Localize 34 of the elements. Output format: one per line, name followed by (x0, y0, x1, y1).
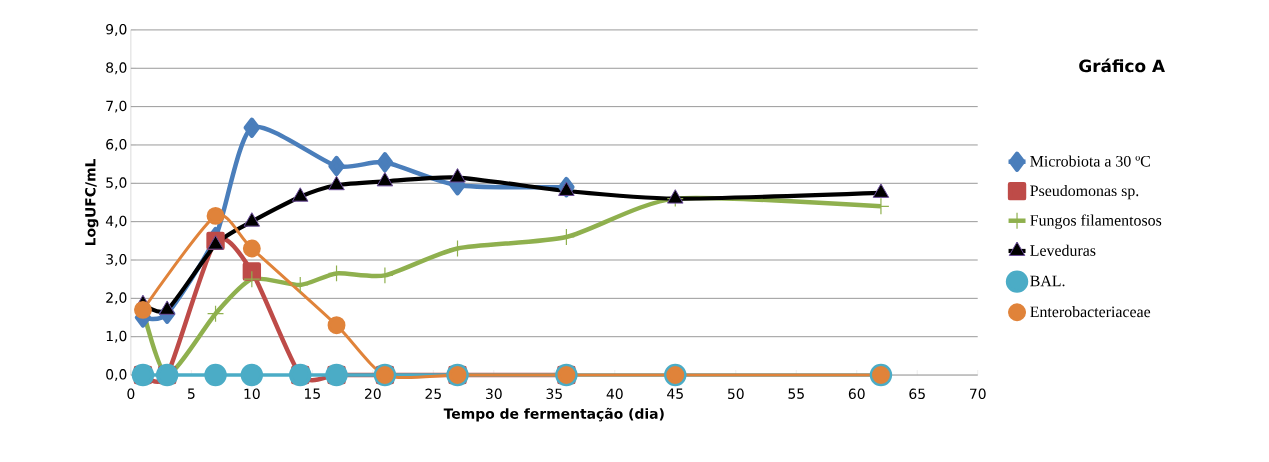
x-tick-label: 20 (364, 388, 381, 400)
x-tick-label: 30 (486, 388, 502, 400)
y-tick-label: 3,0 (106, 254, 127, 267)
x-tick-label: 60 (848, 388, 865, 400)
x-tick-label: 65 (909, 388, 925, 400)
x-tick-label: 55 (788, 388, 804, 399)
y-tick-label: 5,0 (106, 177, 127, 190)
x-tick-label: 35 (546, 388, 562, 400)
text: Gráfico A (1079, 58, 1165, 73)
x-tick-label: 5 (188, 388, 195, 399)
y-tick-label: 7,0 (106, 100, 127, 113)
legend-label: Fungos filamentosos (1030, 214, 1162, 230)
y-tick-label: 2,0 (106, 292, 127, 305)
legend-label: Microbiota a 30 ºC (1030, 155, 1150, 167)
x-tick-label: 50 (727, 388, 744, 400)
x-tick-label: 45 (667, 388, 683, 399)
x-tick-label: 10 (244, 388, 260, 400)
y-tick-label: 1,0 (106, 330, 127, 343)
x-tick-label: 25 (425, 388, 441, 400)
y-axis-title: LogUFC/mL (85, 159, 99, 246)
y-tick-label: 9,0 (106, 24, 127, 36)
x-axis-title: Tempo de fermentação (dia) (443, 407, 664, 422)
y-tick-label: 0,0 (106, 369, 127, 382)
x-tick-label: 0 (127, 388, 135, 400)
legend-label: Leveduras (1030, 244, 1096, 256)
x-tick-label: 15 (305, 388, 320, 399)
y-tick-label: 6,0 (106, 139, 127, 152)
x-tick-label: 70 (970, 388, 986, 400)
legend-label: Pseudomonas sp. (1030, 184, 1139, 200)
y-tick-label: 4,0 (105, 215, 127, 228)
legend-label: Enterobacteriaceae (1030, 306, 1151, 318)
x-tick-label: 40 (606, 388, 623, 400)
legend-label: BAL. (1030, 275, 1065, 287)
y-tick-label: 8,0 (106, 62, 127, 75)
